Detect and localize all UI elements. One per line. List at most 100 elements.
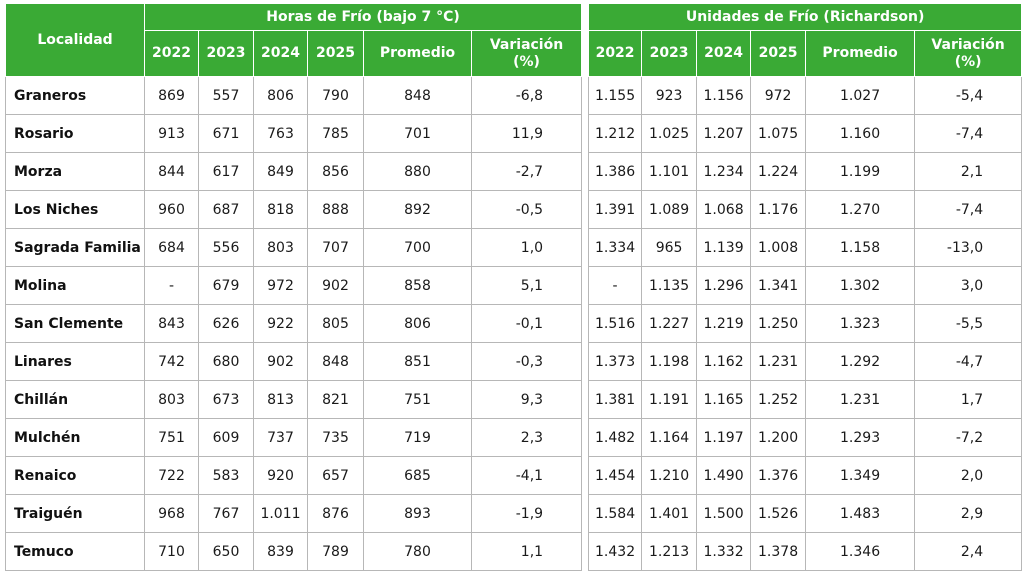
table-row: Morza 844 617 849 856 880 -2,7 1.386 1.101 1.234 1… [5,152,1023,191]
column-gap [581,304,589,343]
units-cell: 1.207 [696,114,752,153]
table-row: Graneros 869 557 806 790 848 -6,8 1.155 923 1.156… [5,76,1023,115]
row-localidad: Molina [5,266,145,305]
column-gap [581,190,589,229]
units-cell: 1.135 [641,266,698,305]
units-cell: 1.378 [750,532,807,571]
hours-cell: 880 [363,152,472,191]
units-cell: 1.401 [641,494,698,533]
hours-cell: 751 [363,380,472,419]
hours-cell: 673 [198,380,254,419]
units-cell: 1.293 [805,418,916,457]
units-cell: 1.373 [588,342,643,381]
header-group-hours: Horas de Frío (bajo 7 °C) [143,3,583,31]
hours-cell: 892 [363,190,472,229]
hours-cell: 972 [253,266,308,305]
column-gap [581,342,589,381]
units-cell: 1.075 [750,114,807,153]
hours-cell: 805 [307,304,364,343]
units-cell: 1.332 [696,532,752,571]
units-cell: 1.346 [805,532,916,571]
units-cell: 1.198 [641,342,698,381]
hours-variacion-cell: 1,1 [470,532,583,571]
hours-cell: 960 [144,190,199,229]
units-cell: 1.068 [696,190,752,229]
column-gap [581,418,589,457]
units-cell: 1.292 [805,342,916,381]
hours-cell: 869 [144,76,199,115]
units-cell: 1.231 [750,342,807,381]
row-localidad: Linares [5,342,145,381]
hours-cell: 671 [198,114,254,153]
hours-variacion-cell: -6,8 [470,76,583,115]
units-variacion-cell: 2,1 [914,152,1023,191]
column-gap [581,456,589,495]
units-cell: 1.160 [805,114,916,153]
table-row: Sagrada Familia 684 556 803 707 700 1,0 1.334 96… [5,228,1023,267]
hours-cell: 763 [253,114,308,153]
hours-cell: 844 [144,152,199,191]
header-units-2023: 2023 [641,30,698,77]
hours-cell: 818 [253,190,308,229]
hours-cell: 684 [144,228,199,267]
hours-cell: 780 [363,532,472,571]
units-cell: 1.155 [588,76,643,115]
hours-cell: 851 [363,342,472,381]
column-gap [581,494,589,533]
hours-cell: 858 [363,266,472,305]
header-units-2024: 2024 [696,30,752,77]
hours-cell: 893 [363,494,472,533]
hours-cell: 735 [307,418,364,457]
units-variacion-cell: 3,0 [914,266,1023,305]
hours-cell: 700 [363,228,472,267]
table-row: Rosario 913 671 763 785 701 11,9 1.212 1.025 1.20… [5,114,1023,153]
hours-cell: 722 [144,456,199,495]
units-cell: 1.200 [750,418,807,457]
header-units-2025: 2025 [750,30,807,77]
row-localidad: Los Niches [5,190,145,229]
hours-cell: 657 [307,456,364,495]
row-localidad: Morza [5,152,145,191]
hours-cell: 806 [253,76,308,115]
header-units-2022: 2022 [588,30,643,77]
header-hours-promedio: Promedio [363,30,472,77]
units-variacion-cell: -7,4 [914,190,1023,229]
units-cell: 1.139 [696,228,752,267]
header-row-columns: 2022 2023 2024 2025 Promedio Variación (… [6,30,1023,77]
units-cell: 1.158 [805,228,916,267]
hours-cell: 710 [144,532,199,571]
hours-variacion-cell: 1,0 [470,228,583,267]
units-cell: 1.162 [696,342,752,381]
hours-variacion-cell: -2,7 [470,152,583,191]
table-row: Renaico 722 583 920 657 685 -4,1 1.454 1.210 1.49… [5,456,1023,495]
hours-cell: 789 [307,532,364,571]
hours-variacion-cell: 5,1 [470,266,583,305]
units-cell: 1.210 [641,456,698,495]
units-cell: 1.296 [696,266,752,305]
units-cell: 923 [641,76,698,115]
units-cell: 1.212 [588,114,643,153]
units-cell: 1.381 [588,380,643,419]
units-cell: 1.386 [588,152,643,191]
header-hours-2024: 2024 [253,30,308,77]
hours-cell: 803 [253,228,308,267]
units-cell: 1.323 [805,304,916,343]
hours-cell: 813 [253,380,308,419]
hours-cell: 888 [307,190,364,229]
units-cell: 1.482 [588,418,643,457]
header-hours-2023: 2023 [198,30,254,77]
row-localidad: San Clemente [5,304,145,343]
units-cell: 1.526 [750,494,807,533]
column-gap [581,228,589,267]
hours-cell: 839 [253,532,308,571]
units-variacion-cell: -7,4 [914,114,1023,153]
header-group-units: Unidades de Frío (Richardson) [588,3,1023,31]
hours-cell: 767 [198,494,254,533]
hours-variacion-cell: -0,5 [470,190,583,229]
hours-cell: 806 [363,304,472,343]
units-cell: 972 [750,76,807,115]
units-cell: 1.165 [696,380,752,419]
hours-cell: 785 [307,114,364,153]
column-gap [581,76,589,115]
hours-cell: 913 [144,114,199,153]
